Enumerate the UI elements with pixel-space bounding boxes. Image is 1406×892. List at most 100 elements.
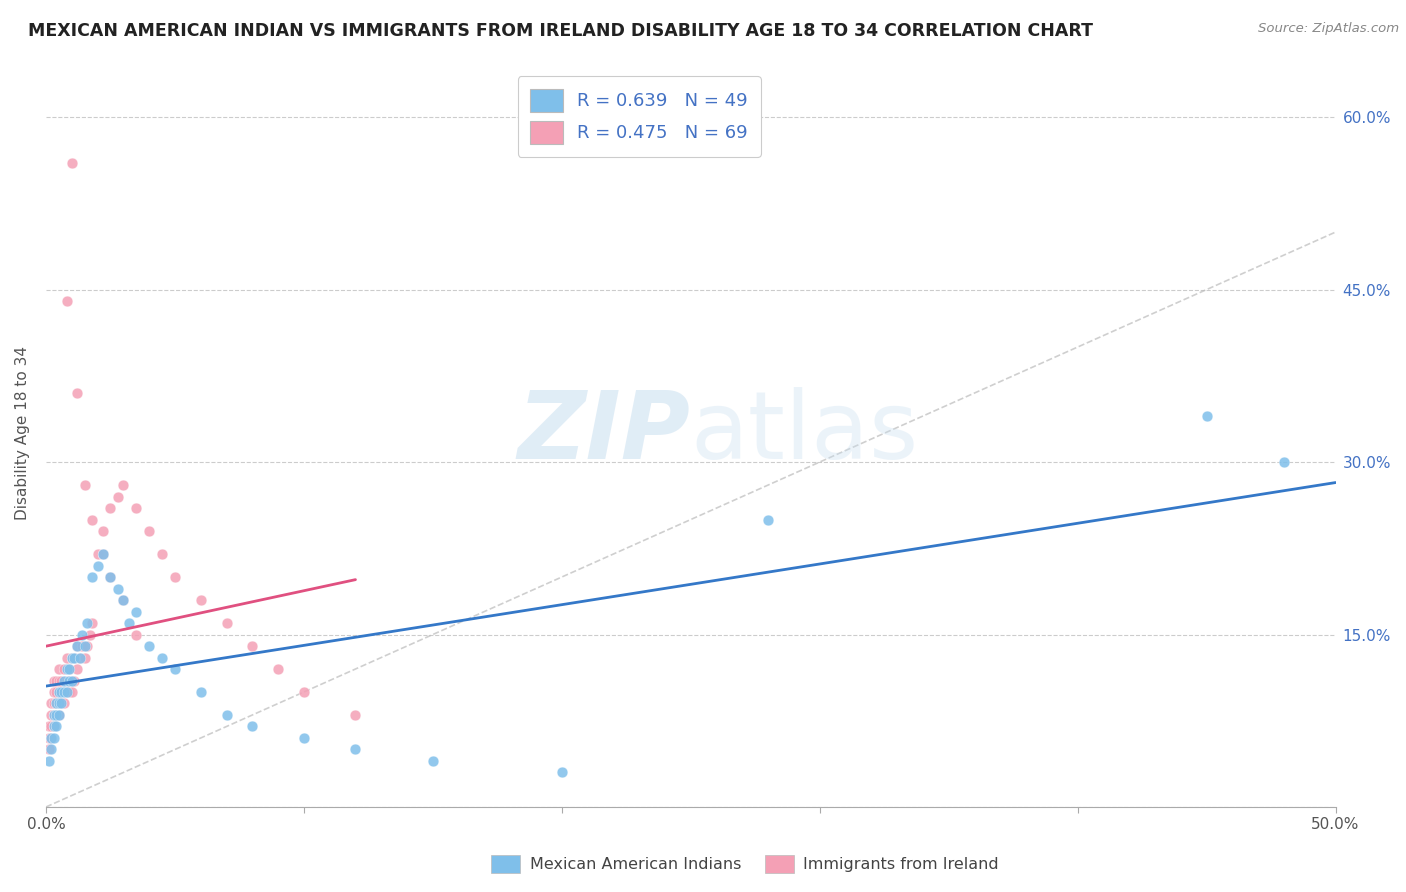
Point (66, 662, 89, 676)
Point (45, 719, 67, 733)
Point (73, 650, 96, 665)
Point (38, 731, 60, 745)
Point (48, 685, 70, 699)
Point (39, 708, 62, 723)
Point (63, 650, 86, 665)
Point (39, 719, 62, 733)
Point (82, 615, 104, 630)
Point (66, 386, 89, 401)
Point (51, 673, 73, 688)
Point (38, 754, 60, 768)
Legend: R = 0.639   N = 49, R = 0.475   N = 69: R = 0.639 N = 49, R = 0.475 N = 69 (517, 76, 761, 157)
Point (45, 685, 67, 699)
Point (82, 512, 104, 526)
Point (91, 524, 114, 538)
Point (100, 570, 122, 584)
Point (292, 731, 315, 745)
Point (48, 662, 70, 676)
Point (70, 627, 93, 641)
Point (42, 708, 65, 723)
Text: MEXICAN AMERICAN INDIAN VS IMMIGRANTS FROM IRELAND DISABILITY AGE 18 TO 34 CORRE: MEXICAN AMERICAN INDIAN VS IMMIGRANTS FR… (28, 22, 1092, 40)
Point (112, 593, 135, 607)
Point (45, 697, 67, 711)
Point (53, 662, 76, 676)
Point (60, 673, 83, 688)
Point (86, 547, 108, 561)
Point (91, 547, 114, 561)
Point (240, 719, 263, 733)
Point (42, 708, 65, 723)
Point (292, 685, 315, 699)
Point (60, 650, 83, 665)
Point (125, 501, 148, 516)
Point (58, 685, 80, 699)
Point (55, 685, 77, 699)
Point (48, 685, 70, 699)
Point (344, 742, 367, 756)
Point (53, 673, 76, 688)
Point (42, 719, 65, 733)
Point (45, 697, 67, 711)
Point (125, 627, 148, 641)
Point (51, 685, 73, 699)
Point (551, 765, 574, 780)
Point (73, 478, 96, 492)
Point (55, 650, 77, 665)
Point (60, 156, 83, 170)
Point (48, 708, 70, 723)
Point (76, 615, 98, 630)
Point (117, 615, 139, 630)
Text: Source: ZipAtlas.com: Source: ZipAtlas.com (1258, 22, 1399, 36)
Point (55, 685, 77, 699)
Text: atlas: atlas (690, 387, 920, 479)
Point (215, 708, 238, 723)
Point (39, 731, 62, 745)
Point (42, 719, 65, 733)
Point (53, 685, 76, 699)
Point (39, 697, 62, 711)
Point (48, 708, 70, 723)
Point (39, 731, 62, 745)
Point (51, 697, 73, 711)
Point (48, 697, 70, 711)
Point (100, 501, 122, 516)
Point (38, 742, 60, 756)
Text: ZIP: ZIP (517, 387, 690, 479)
Point (42, 697, 65, 711)
Point (63, 673, 86, 688)
Point (39, 742, 62, 756)
Point (1272, 455, 1295, 469)
Point (70, 639, 93, 653)
Point (138, 639, 160, 653)
Point (48, 673, 70, 688)
Point (53, 697, 76, 711)
Point (150, 650, 173, 665)
Point (42, 673, 65, 688)
Point (48, 697, 70, 711)
Point (138, 524, 160, 538)
Point (215, 615, 238, 630)
Point (86, 558, 108, 573)
Point (60, 673, 83, 688)
Point (58, 662, 80, 676)
Point (107, 490, 129, 504)
Point (100, 570, 122, 584)
Point (163, 570, 186, 584)
Point (73, 639, 96, 653)
Point (112, 478, 135, 492)
Point (42, 685, 65, 699)
Point (38, 719, 60, 733)
Point (55, 662, 77, 676)
Y-axis label: Disability Age 18 to 34: Disability Age 18 to 34 (15, 346, 30, 520)
Point (55, 294, 77, 309)
Point (63, 650, 86, 665)
Point (1195, 409, 1218, 423)
Point (45, 673, 67, 688)
Point (240, 639, 263, 653)
Point (107, 582, 129, 596)
Point (422, 754, 444, 768)
Point (91, 547, 114, 561)
Point (163, 662, 186, 676)
Point (76, 639, 98, 653)
Point (150, 547, 173, 561)
